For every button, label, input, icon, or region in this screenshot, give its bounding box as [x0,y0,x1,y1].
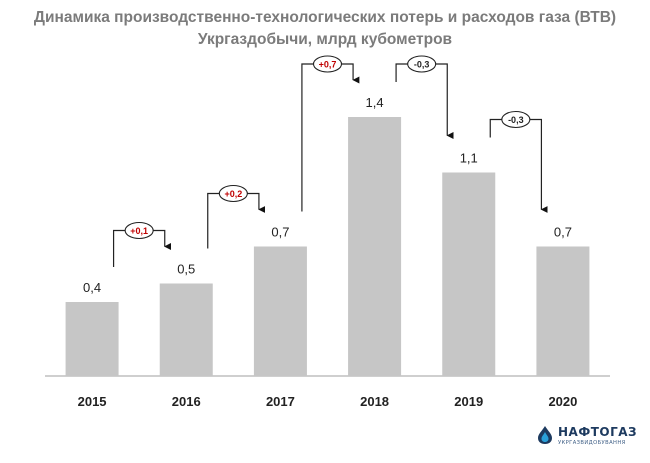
x-tick-label-2015: 2015 [78,394,107,409]
data-label-2017: 0,7 [271,225,289,240]
change-connector-2017-2018 [301,63,360,212]
flame-drop-icon [538,426,552,444]
x-tick-label-2019: 2019 [454,394,483,409]
change-connector-2019-2020 [489,118,548,213]
bar-2020 [536,246,590,376]
bar-2015 [65,302,119,376]
logo-name: НАФТОГАЗ [558,425,638,439]
x-tick-label-2016: 2016 [172,394,201,409]
logo-subtitle: УКРГАЗВИДОБУВАННЯ [558,440,626,446]
change-badge-2019-2020 [501,110,531,129]
change-label-2017-2018: +0,7 [319,59,337,69]
chart-title: Динамика производственно-технологических… [0,7,650,51]
data-label-2016: 0,5 [177,262,195,277]
bar-2017 [253,246,307,376]
data-label-2018: 1,4 [366,95,384,110]
change-connector-2018-2019 [395,63,454,139]
change-label-2016-2017: +0,2 [224,189,242,199]
change-label-2019-2020: -0,3 [508,115,524,125]
data-label-2015: 0,4 [83,280,101,295]
change-badge-2015-2016 [124,221,154,240]
change-badge-2017-2018 [312,55,343,73]
chart-subtitle: Укргаздобычи, млрд кубометров [197,31,453,48]
x-tick-label-2018: 2018 [360,394,389,409]
change-badge-2016-2017 [218,184,248,203]
change-label-2018-2019: -0,3 [414,59,430,69]
chart-title-line-1: Динамика производственно-технологических… [33,9,617,26]
bar-2019 [442,172,496,376]
naftogaz-logo: НАФТОГАЗ УКРГАЗВИДОБУВАННЯ [535,422,647,456]
data-label-2020: 0,7 [554,225,572,240]
bar-2018 [348,117,402,376]
change-badge-2018-2019 [407,55,437,73]
data-label-2019: 1,1 [460,151,478,166]
bar-2016 [159,283,213,376]
x-tick-label-2020: 2020 [548,394,577,409]
x-tick-label-2017: 2017 [266,394,295,409]
change-label-2015-2016: +0,1 [130,226,148,236]
